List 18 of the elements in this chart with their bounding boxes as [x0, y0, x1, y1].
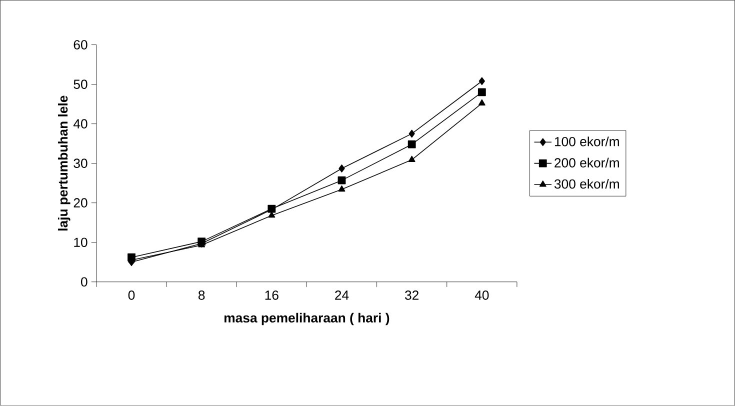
x-tick-label: 0: [128, 290, 135, 300]
y-tick-label: 0: [81, 277, 88, 287]
y-tick-label: 20: [74, 198, 88, 208]
y-tick-label: 60: [74, 40, 88, 50]
x-axis-title: masa pemeliharaan ( hari ): [224, 313, 390, 326]
x-tick-label: 24: [335, 290, 349, 300]
y-axis-title: laju pertumbuhan lele: [58, 96, 70, 231]
x-tick-label: 8: [198, 290, 205, 300]
y-tick-label: 10: [74, 238, 88, 248]
legend-label: 100 ekor/m: [554, 136, 619, 146]
y-tick-label: 30: [74, 158, 88, 168]
legend-label: 200 ekor/m: [554, 158, 619, 168]
x-tick-label: 32: [405, 290, 418, 300]
legend-label: 300 ekor/m: [554, 179, 619, 189]
x-tick-label: 40: [474, 290, 489, 300]
y-tick-label: 50: [74, 80, 88, 90]
y-tick-label: 40: [73, 119, 88, 129]
x-tick-label: 16: [265, 290, 278, 300]
